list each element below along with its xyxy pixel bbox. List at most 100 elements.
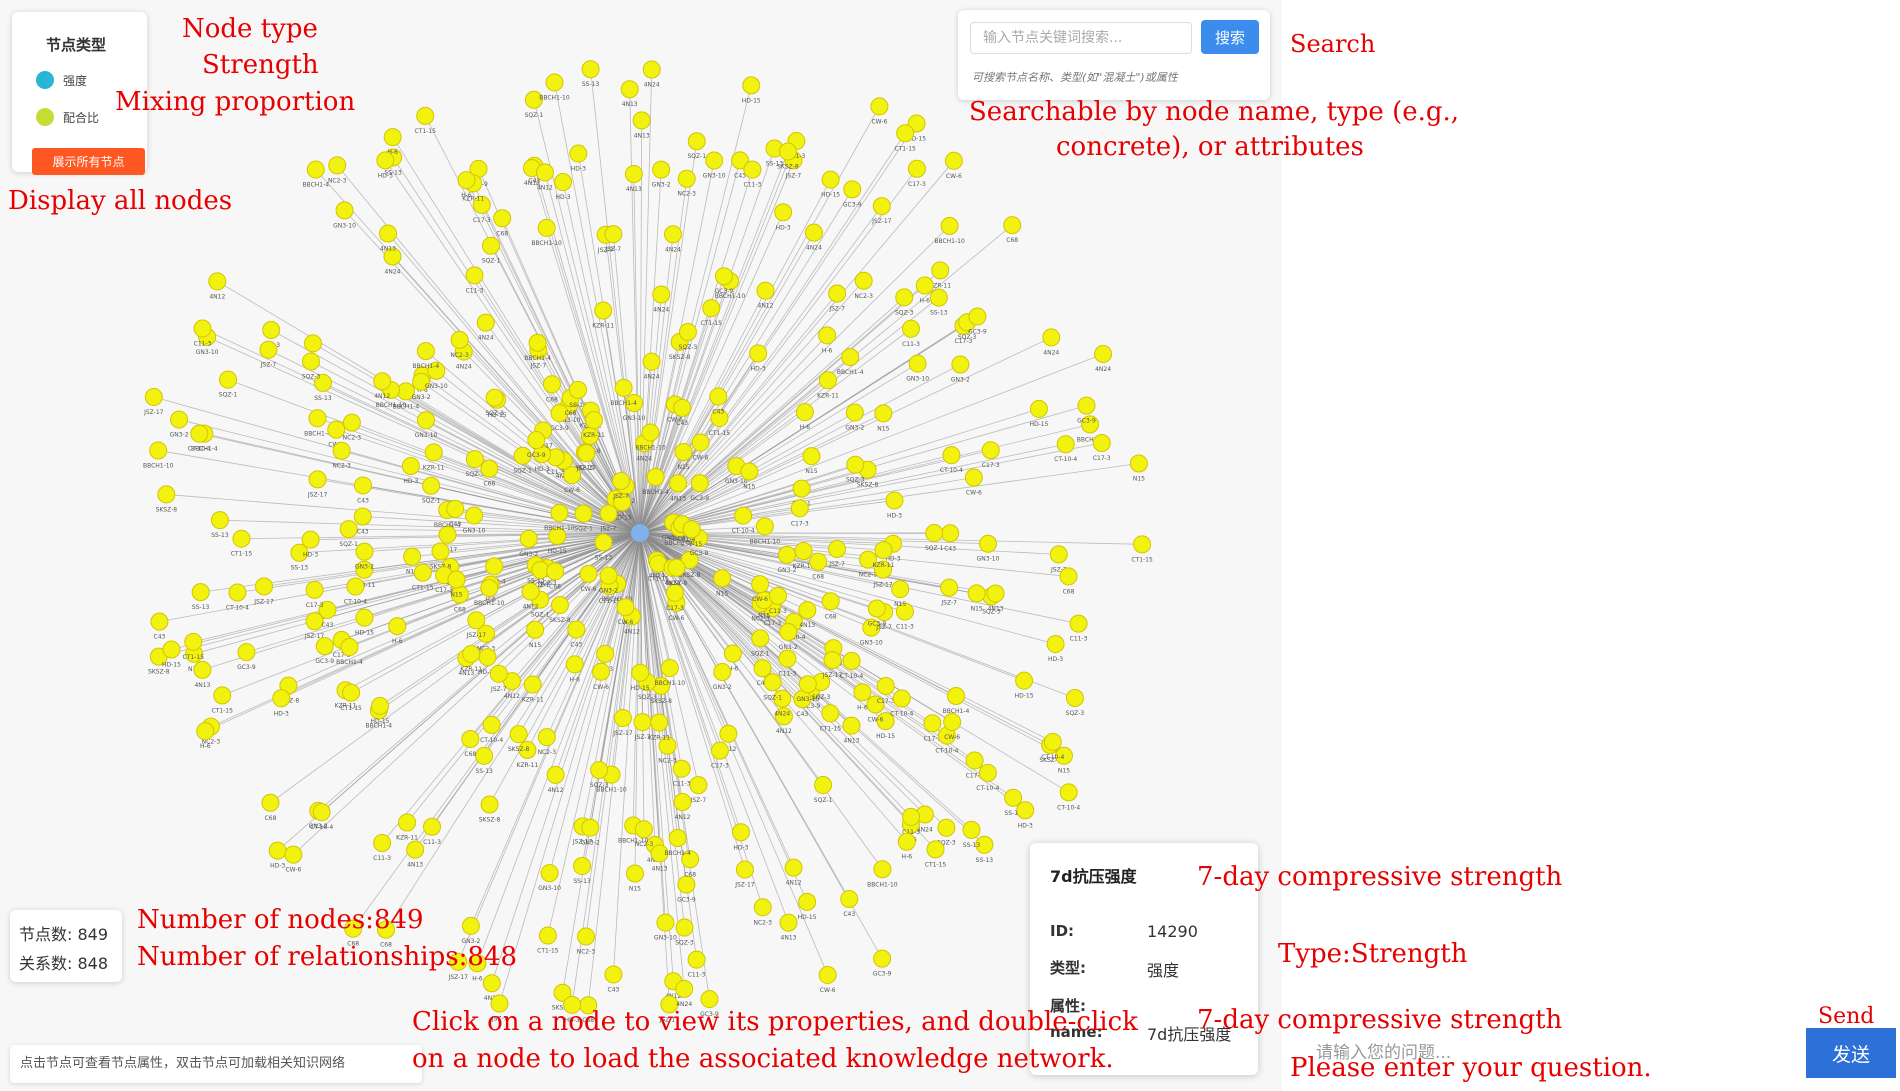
graph-node[interactable] [1133,535,1152,554]
graph-node[interactable] [795,403,814,422]
graph-node[interactable] [355,560,374,579]
graph-node[interactable] [581,60,600,79]
graph-node[interactable] [1069,614,1088,633]
graph-node[interactable] [476,313,495,332]
graph-node[interactable] [353,476,372,495]
graph-node[interactable] [457,171,476,190]
graph-node[interactable] [794,542,813,561]
graph-node[interactable] [550,503,569,522]
graph-node[interactable] [546,765,565,784]
graph-node[interactable] [438,525,457,544]
graph-node[interactable] [942,446,961,465]
graph-node[interactable] [874,541,893,560]
graph-node[interactable] [383,247,402,266]
graph-node[interactable] [774,707,793,726]
graph-node[interactable] [577,927,596,946]
graph-node[interactable] [743,160,762,179]
graph-node[interactable] [735,860,754,879]
graph-node[interactable] [967,584,986,603]
graph-node[interactable] [846,455,865,474]
graph-node[interactable] [656,913,675,932]
question-input[interactable] [1306,1028,1806,1078]
graph-node[interactable] [554,173,573,192]
graph-node[interactable] [773,689,792,708]
graph-node[interactable] [614,378,633,397]
graph-node[interactable] [867,599,886,618]
graph-node[interactable] [346,577,365,596]
graph-node[interactable] [700,990,719,1009]
graph-node[interactable] [751,575,770,594]
graph-node[interactable] [537,728,556,747]
graph-node[interactable] [650,713,669,732]
graph-node[interactable] [526,620,545,639]
graph-node[interactable] [926,840,945,859]
graph-node[interactable] [840,889,859,908]
graph-node[interactable] [485,557,504,576]
graph-node[interactable] [355,608,374,627]
graph-node[interactable] [842,716,861,735]
graph-node[interactable] [641,423,660,442]
graph-node[interactable] [742,76,761,95]
graph-node[interactable] [681,850,700,869]
graph-node[interactable] [413,563,432,582]
graph-node[interactable] [1094,345,1113,364]
graph-node[interactable] [1042,328,1061,347]
knowledge-graph[interactable]: SS-13C11-3C17-3SKSZ-8BBCH1-4CT1-15HD-15J… [0,0,1282,1091]
graph-node[interactable] [431,542,450,561]
graph-node[interactable] [465,450,484,469]
graph-node[interactable] [537,218,556,237]
graph-node[interactable] [891,580,910,599]
graph-node[interactable] [931,261,950,280]
graph-node[interactable] [941,524,960,543]
graph-node[interactable] [740,462,759,481]
graph-node[interactable] [594,301,613,320]
graph-node[interactable] [943,713,962,732]
graph-node[interactable] [376,151,395,170]
graph-node[interactable] [303,334,322,353]
graph-node[interactable] [951,355,970,374]
graph-node[interactable] [907,114,926,133]
graph-node[interactable] [465,266,484,285]
graph-node[interactable] [778,649,797,668]
graph-node[interactable] [592,662,611,681]
graph-node[interactable] [579,564,598,583]
graph-node[interactable] [424,443,443,462]
graph-node[interactable] [873,860,892,879]
graph-node[interactable] [809,552,828,571]
search-input[interactable] [970,22,1192,54]
graph-node[interactable] [475,746,494,765]
graph-node[interactable] [521,582,540,601]
graph-node[interactable] [467,611,486,630]
graph-node[interactable] [563,995,582,1014]
legend-item-strength[interactable]: 强度 [36,71,87,89]
graph-node[interactable] [731,823,750,842]
graph-node[interactable] [672,759,691,778]
graph-node[interactable] [814,776,833,795]
graph-node[interactable] [184,632,203,651]
graph-node[interactable] [870,97,889,116]
graph-node[interactable] [710,409,729,428]
graph-canvas[interactable]: SS-13C11-3C17-3SKSZ-8BBCH1-4CT1-15HD-15J… [0,0,1282,1091]
graph-node[interactable] [979,534,998,553]
graph-node[interactable] [548,526,567,545]
graph-node[interactable] [328,156,347,175]
show-all-nodes-button[interactable]: 展示所有节点 [32,148,145,175]
graph-node[interactable] [895,602,914,621]
graph-node[interactable] [802,447,821,466]
graph-node[interactable] [335,201,354,220]
graph-node[interactable] [157,485,176,504]
graph-node[interactable] [986,584,1005,603]
graph-node[interactable] [702,299,721,318]
graph-node[interactable] [1043,732,1062,751]
graph-node[interactable] [398,813,417,832]
graph-node[interactable] [416,342,435,361]
graph-node[interactable] [446,499,465,518]
graph-node[interactable] [981,441,1000,460]
graph-node[interactable] [550,596,569,615]
graph-node[interactable] [885,491,904,510]
graph-node[interactable] [1003,216,1022,235]
graph-node[interactable] [650,844,669,863]
graph-node[interactable] [673,398,692,417]
graph-node[interactable] [940,578,959,597]
graph-node[interactable] [599,566,618,585]
